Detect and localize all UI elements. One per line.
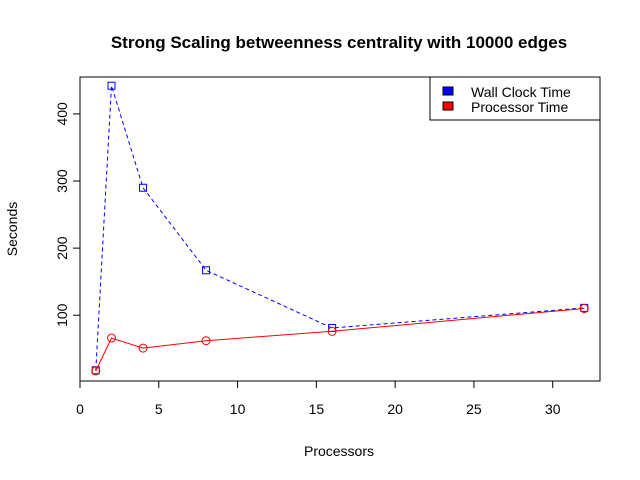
legend-label-wall-clock: Wall Clock Time	[471, 84, 571, 100]
plot-frame	[79, 76, 601, 382]
x-tick-label: 20	[387, 401, 403, 417]
data-point-circle	[107, 333, 117, 343]
data-point-circle	[327, 326, 337, 336]
legend-swatch-processor	[442, 101, 454, 111]
y-tick-label: 200	[54, 236, 70, 260]
legend-swatch-wall-clock	[442, 86, 454, 96]
x-tick-label: 15	[309, 401, 325, 417]
series-layer	[91, 81, 589, 376]
data-point-circle	[201, 336, 211, 346]
chart-title: Strong Scaling betweenness centrality wi…	[111, 33, 567, 52]
series-line-1	[95, 308, 585, 372]
x-axis-label: Processors	[304, 443, 374, 459]
data-point-circle	[579, 304, 589, 314]
y-tick-label: 300	[54, 169, 70, 193]
x-tick-label: 0	[76, 401, 84, 417]
legend-box	[429, 76, 601, 121]
y-tick-label: 400	[54, 102, 70, 126]
x-tick-label: 30	[545, 401, 561, 417]
y-tick-label: 100	[54, 303, 70, 327]
x-tick-label: 10	[230, 401, 246, 417]
series-line-0	[95, 85, 585, 371]
legend-label-processor: Processor Time	[471, 99, 568, 115]
y-axis-label: Seconds	[4, 202, 20, 256]
x-tick-label: 25	[466, 401, 482, 417]
data-point-square	[107, 81, 116, 90]
y-axis: 100 200 300 400	[54, 102, 81, 327]
data-point-circle	[91, 366, 101, 376]
data-point-square	[139, 183, 148, 192]
legend: Wall Clock Time Processor Time	[429, 76, 601, 121]
x-axis: 0 5 10 15 20 25 30	[76, 380, 561, 417]
data-point-circle	[138, 343, 148, 353]
data-point-square	[202, 266, 211, 275]
x-tick-label: 5	[155, 401, 163, 417]
